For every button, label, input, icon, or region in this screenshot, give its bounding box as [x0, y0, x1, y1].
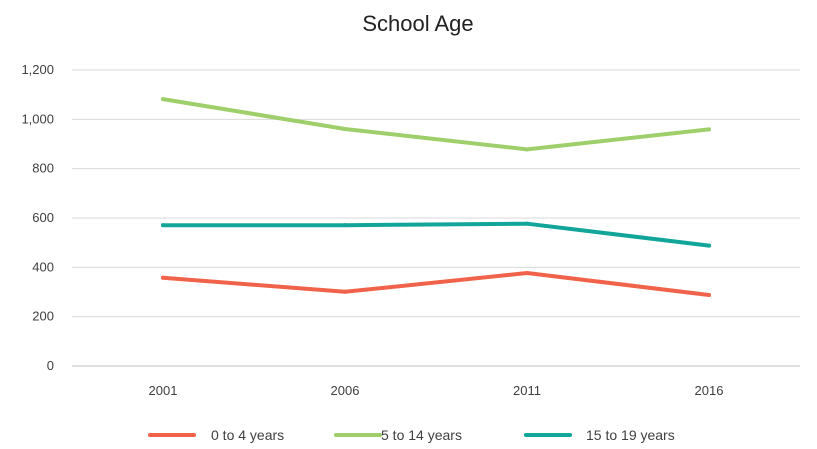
data-point — [343, 289, 347, 294]
series-line-1 — [161, 271, 711, 297]
data-point — [707, 292, 711, 297]
data-point — [161, 275, 165, 280]
y-tick-label: 600 — [32, 210, 54, 225]
data-point — [343, 126, 347, 131]
y-tick-label: 0 — [47, 358, 54, 373]
gridlines — [72, 69, 800, 367]
series-line-3 — [161, 221, 711, 248]
legend-label: 0 to 4 years — [211, 427, 284, 443]
y-tick-label: 200 — [32, 309, 54, 324]
y-tick-label: 1,200 — [21, 62, 54, 77]
y-tick-label: 800 — [32, 161, 54, 176]
data-point — [525, 271, 529, 276]
data-point — [525, 147, 529, 152]
series-line-2 — [161, 97, 711, 152]
x-tick-label: 2011 — [513, 383, 541, 398]
y-axis: 0 200 400 600 800 1,000 1,200 — [21, 62, 54, 373]
series-lines — [161, 97, 711, 297]
data-point — [707, 127, 711, 132]
y-tick-label: 1,000 — [21, 111, 54, 126]
legend-label: 15 to 19 years — [586, 427, 675, 443]
legend-label: 5 to 14 years — [381, 427, 462, 443]
data-point — [525, 221, 529, 226]
chart-title: School Age — [362, 11, 473, 36]
x-tick-label: 2001 — [149, 383, 178, 398]
x-axis: 2001 2006 2011 2016 — [149, 383, 724, 398]
data-point — [161, 97, 165, 102]
data-point — [343, 223, 347, 228]
x-tick-label: 2006 — [331, 383, 360, 398]
data-point — [161, 223, 165, 228]
legend: 0 to 4 years 5 to 14 years 15 to 19 years — [148, 427, 675, 443]
data-point — [707, 243, 711, 248]
y-tick-label: 400 — [32, 259, 54, 274]
x-tick-label: 2016 — [695, 383, 724, 398]
